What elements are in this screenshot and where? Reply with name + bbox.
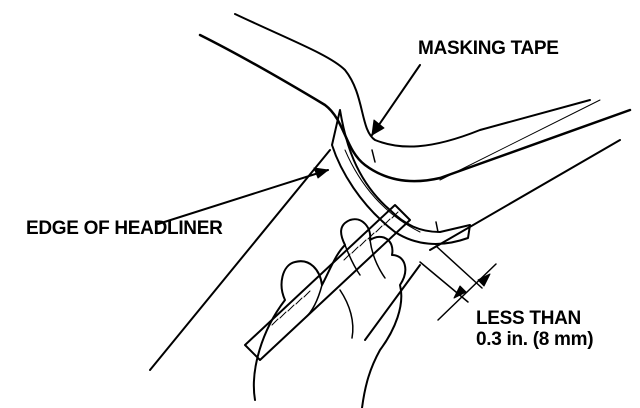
tape-mark (371, 149, 376, 163)
pillar-lower-line (364, 264, 421, 341)
window-frame-inner (198, 33, 632, 183)
dimension-arrow-2 (477, 273, 491, 287)
ruler (244, 204, 411, 361)
headliner-edge-line (149, 149, 331, 371)
glass-edge (439, 99, 601, 181)
tape-leader (371, 64, 421, 136)
clearance-label-line2: 0.3 in. (8 mm) (476, 329, 594, 350)
tape-inner-line (344, 149, 421, 233)
finger-line-3 (369, 239, 386, 279)
finger-line-2 (344, 244, 361, 276)
tape-mark-2 (435, 221, 439, 233)
thumb-line (339, 289, 354, 339)
dimension-line (437, 263, 497, 321)
window-frame-outer (234, 13, 591, 148)
clearance-label-line1: LESS THAN (476, 308, 581, 329)
edge-arrowhead (313, 167, 329, 179)
pillar-line (429, 139, 621, 251)
hand (252, 218, 407, 408)
masking-tape-strip (331, 109, 471, 245)
ruler-ticks (271, 211, 399, 326)
dimension-ext-2 (435, 245, 483, 289)
finger-line-1 (304, 284, 323, 319)
tape-arrowhead (371, 119, 385, 136)
clearance-label: LESS THAN 0.3 in. (8 mm) (476, 308, 594, 350)
edge-of-headliner-label: EDGE OF HEADLINER (26, 218, 223, 239)
dimension-ext-1 (419, 261, 469, 303)
masking-tape-label: MASKING TAPE (418, 38, 559, 59)
edge-leader (157, 169, 329, 225)
